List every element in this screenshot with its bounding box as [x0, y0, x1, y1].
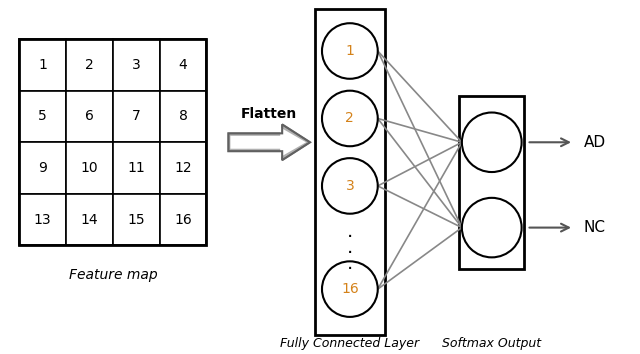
FancyArrow shape [230, 127, 306, 157]
Text: 16: 16 [341, 282, 359, 296]
Bar [160, 39, 207, 91]
Bar [160, 142, 207, 194]
Text: .: . [347, 254, 353, 273]
Text: Flatten: Flatten [241, 108, 298, 121]
Text: 6: 6 [85, 109, 94, 124]
Circle shape [322, 158, 378, 214]
Text: 2: 2 [85, 58, 94, 72]
Text: 8: 8 [179, 109, 188, 124]
Bar [66, 194, 113, 245]
Circle shape [322, 261, 378, 317]
Text: 13: 13 [34, 213, 52, 227]
Bar [315, 9, 385, 335]
Bar [66, 39, 113, 91]
Bar [66, 91, 113, 142]
Text: .: . [347, 238, 353, 257]
Text: 4: 4 [179, 58, 188, 72]
Bar [19, 91, 66, 142]
Bar [113, 142, 160, 194]
Text: 7: 7 [132, 109, 141, 124]
Text: 9: 9 [38, 161, 47, 175]
Text: Feature map: Feature map [68, 268, 157, 282]
Bar [66, 142, 113, 194]
Text: AD: AD [584, 135, 606, 150]
Text: 11: 11 [127, 161, 145, 175]
FancyArrow shape [228, 124, 310, 160]
Bar [160, 194, 207, 245]
Text: 3: 3 [346, 179, 355, 193]
Bar [19, 194, 66, 245]
Bar [113, 194, 160, 245]
Bar [460, 96, 524, 269]
Text: 12: 12 [174, 161, 192, 175]
Circle shape [462, 113, 522, 172]
Text: 3: 3 [132, 58, 141, 72]
Bar [113, 39, 160, 91]
Bar [19, 39, 66, 91]
Text: 1: 1 [346, 44, 355, 58]
Circle shape [462, 198, 522, 257]
Text: .: . [347, 222, 353, 241]
Bar [19, 142, 66, 194]
Text: 15: 15 [127, 213, 145, 227]
Text: 16: 16 [174, 213, 192, 227]
Text: 1: 1 [38, 58, 47, 72]
Bar [113, 91, 160, 142]
Text: NC: NC [584, 220, 606, 235]
Text: 2: 2 [346, 112, 355, 125]
Circle shape [322, 23, 378, 79]
Text: 5: 5 [38, 109, 47, 124]
Text: Softmax Output: Softmax Output [442, 337, 541, 350]
Text: Fully Connected Layer: Fully Connected Layer [280, 337, 419, 350]
Bar [160, 91, 207, 142]
Text: 10: 10 [81, 161, 99, 175]
Circle shape [322, 91, 378, 146]
Bar [19, 39, 207, 245]
Text: 14: 14 [81, 213, 99, 227]
